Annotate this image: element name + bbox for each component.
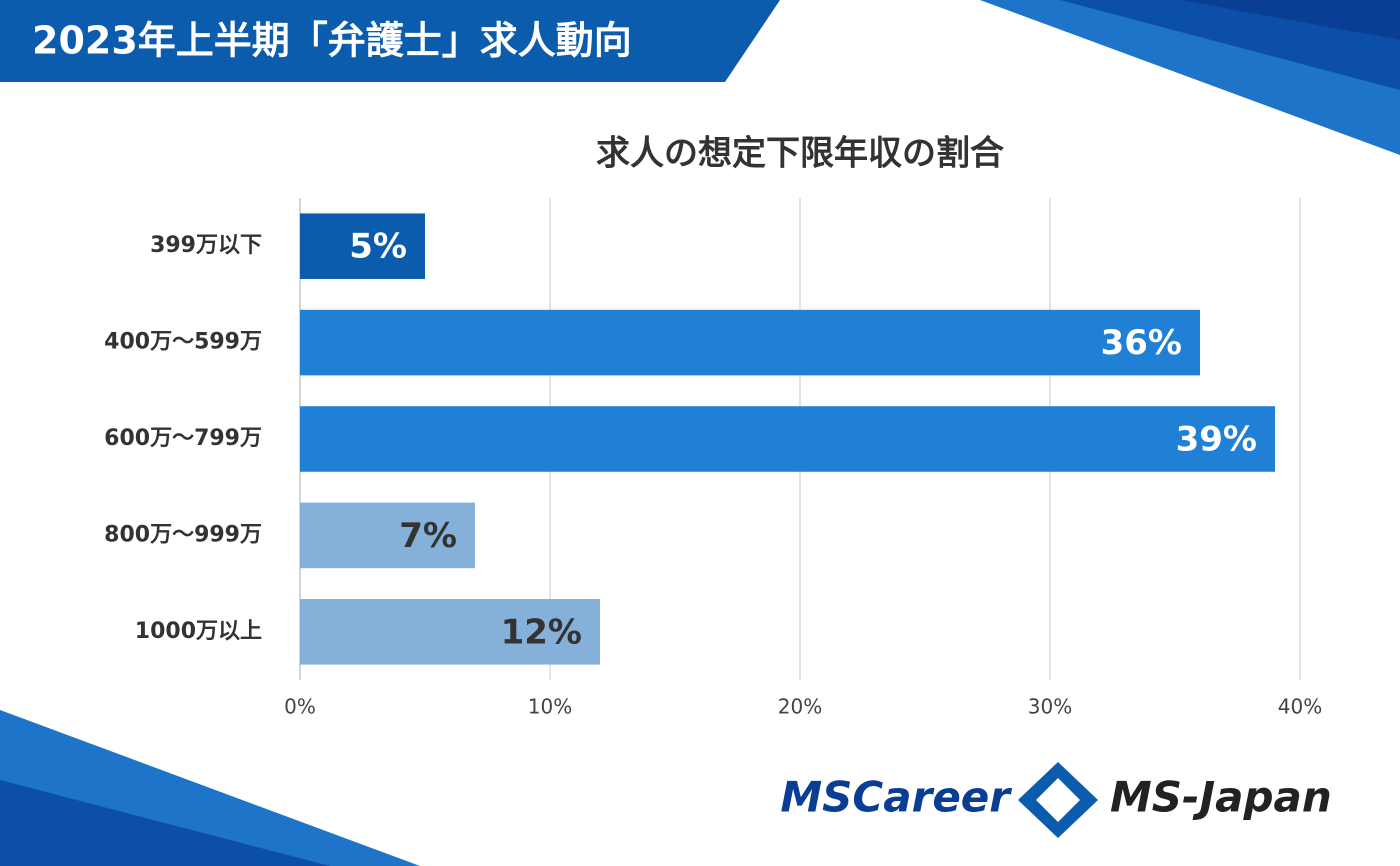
y-tick-label: 399万以下 <box>150 233 262 258</box>
logo: MS-Japan <box>1110 773 1332 822</box>
y-tick-label: 1000万以上 <box>135 619 262 644</box>
header-band <box>0 0 780 82</box>
x-tick-label: 0% <box>284 695 316 719</box>
logo-mark <box>1018 762 1098 838</box>
logo: MSCareer <box>780 773 1012 822</box>
x-tick-label: 30% <box>1028 695 1072 719</box>
y-tick-label: 400万～599万 <box>104 330 262 355</box>
x-tick-label: 20% <box>778 695 822 719</box>
bar <box>300 502 475 569</box>
data-label: 12% <box>501 612 582 652</box>
bar <box>300 599 600 665</box>
y-tick-label: 800万～999万 <box>104 522 262 547</box>
data-label: 36% <box>1101 323 1182 363</box>
data-label: 7% <box>399 516 457 556</box>
header-title: 2023年上半期「弁護士」求人動向 <box>32 19 632 63</box>
chart-title: 求人の想定下限年収の割合 <box>596 134 1004 174</box>
x-tick-label: 40% <box>1278 695 1322 719</box>
data-label: 39% <box>1176 420 1257 460</box>
bar <box>300 309 1200 376</box>
decor <box>1180 0 1400 40</box>
decor <box>0 780 330 866</box>
y-tick-label: 600万～799万 <box>104 426 262 451</box>
bar <box>300 213 425 279</box>
bar <box>300 406 1275 472</box>
data-label: 5% <box>349 227 407 267</box>
x-tick-label: 10% <box>528 695 572 719</box>
